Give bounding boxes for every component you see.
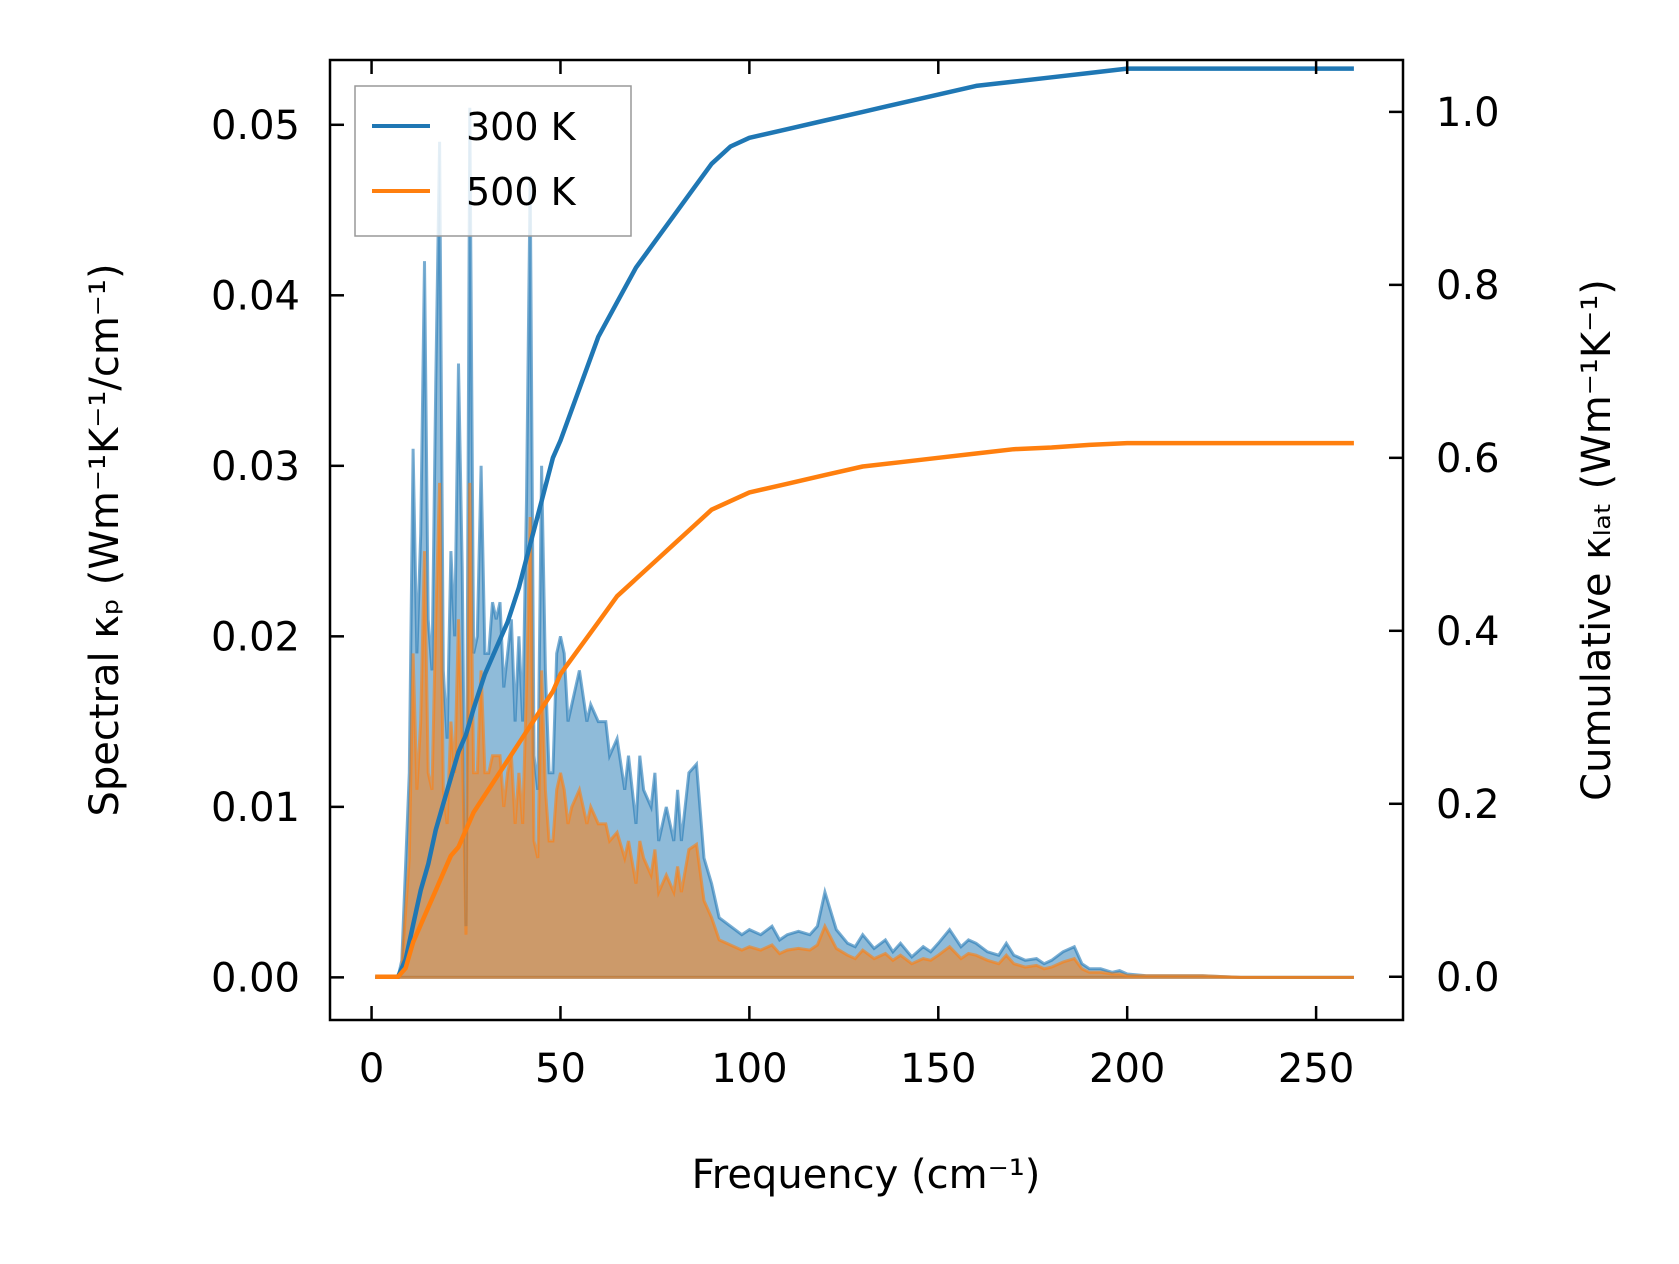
x-tick-label: 150 xyxy=(900,1046,976,1092)
x-axis-ticks: 0 50 100 150 200 250 xyxy=(359,60,1354,1092)
spectral-fill-500k xyxy=(375,482,1354,978)
x-axis-title: Frequency (cm⁻¹) xyxy=(692,1152,1041,1198)
left-y-tick-label: 0.00 xyxy=(211,955,300,1001)
cumulative-line-300k xyxy=(375,66,1354,980)
plot-frame xyxy=(328,58,1405,1022)
x-tick-label: 200 xyxy=(1089,1046,1165,1092)
left-y-tick-label: 0.01 xyxy=(211,785,300,831)
x-tick-label: 50 xyxy=(535,1046,586,1092)
legend-frame xyxy=(354,85,632,237)
left-y-tick-label: 0.04 xyxy=(211,273,300,319)
left-y-tick-label: 0.02 xyxy=(211,614,300,660)
legend-label-500k: 500 K xyxy=(466,170,577,214)
right-y-axis-ticks: 0.0 0.2 0.4 0.6 0.8 1.0 xyxy=(1389,90,1500,1001)
cumulative-line-500k xyxy=(375,440,1354,980)
left-y-axis-ticks: 0.00 0.01 0.02 0.03 0.04 0.05 xyxy=(211,103,344,1001)
spectral-line-500k xyxy=(375,482,1354,979)
legend: 300 K 500 K xyxy=(354,85,632,237)
right-y-tick-label: 0.0 xyxy=(1436,955,1500,1001)
x-tick-label: 0 xyxy=(359,1046,384,1092)
right-y-axis-title: Cumulative κₗₐₜ (Wm⁻¹K⁻¹) xyxy=(1574,279,1620,801)
right-y-tick-label: 0.2 xyxy=(1436,782,1500,828)
x-tick-label: 100 xyxy=(711,1046,787,1092)
cumulative-lines xyxy=(375,66,1354,980)
right-y-tick-label: 0.4 xyxy=(1436,609,1500,655)
left-y-tick-label: 0.05 xyxy=(211,103,300,149)
x-tick-label: 250 xyxy=(1278,1046,1354,1092)
left-y-axis-title: Spectral κₚ (Wm⁻¹K⁻¹/cm⁻¹) xyxy=(82,263,128,816)
left-y-tick-label: 0.03 xyxy=(211,444,300,490)
right-y-tick-label: 0.6 xyxy=(1436,436,1500,482)
legend-label-300k: 300 K xyxy=(466,105,577,149)
right-y-tick-label: 1.0 xyxy=(1436,90,1500,136)
right-y-tick-label: 0.8 xyxy=(1436,263,1500,309)
